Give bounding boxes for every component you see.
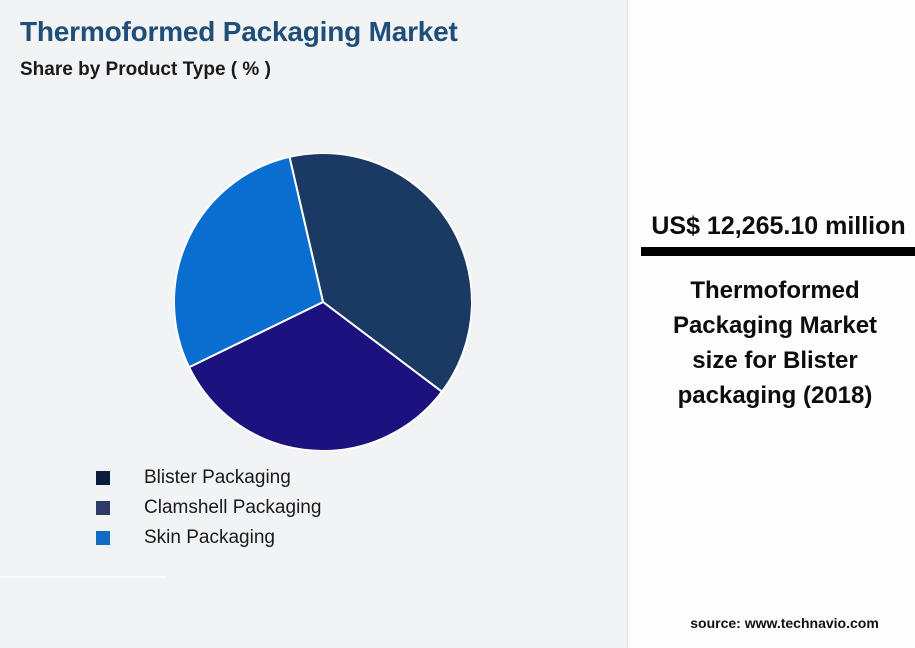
kpi-caption: Thermoformed Packaging Market size for B… <box>672 277 878 409</box>
pie-slice-group <box>174 153 472 451</box>
pie-chart <box>174 153 472 451</box>
source-note: source: www.technavio.com <box>690 615 879 631</box>
pie-chart-svg <box>174 153 472 451</box>
legend-item-label: Blister Packaging <box>144 467 291 488</box>
legend-item-skin-packaging[interactable]: Skin Packaging <box>96 523 516 553</box>
legend-item-clamshell-packaging[interactable]: Clamshell Packaging <box>96 493 516 523</box>
kpi-divider <box>641 247 915 256</box>
chart-legend: Blister Packaging Clamshell Packaging Sk… <box>96 463 516 553</box>
legend-swatch-icon <box>96 501 110 515</box>
legend-item-label: Skin Packaging <box>144 527 275 548</box>
pie-slice[interactable] <box>174 155 325 369</box>
legend-item-blister-packaging[interactable]: Blister Packaging <box>96 463 516 493</box>
pie-slice[interactable] <box>288 153 472 394</box>
kpi-value: US$ 12,265.10 million <box>651 212 906 240</box>
legend-swatch-icon <box>96 471 110 485</box>
legend-item-label: Clamshell Packaging <box>144 497 322 518</box>
kpi-panel: US$ 12,265.10 million Thermoformed Packa… <box>627 0 915 648</box>
chart-subtitle: Share by Product Type ( % ) <box>20 59 271 80</box>
chart-panel: Thermoformed Packaging Market Share by P… <box>0 16 516 578</box>
legend-swatch-icon <box>96 531 110 545</box>
page-title: Thermoformed Packaging Market <box>20 16 458 47</box>
pie-slice[interactable] <box>187 300 444 451</box>
footer-divider <box>0 576 166 578</box>
